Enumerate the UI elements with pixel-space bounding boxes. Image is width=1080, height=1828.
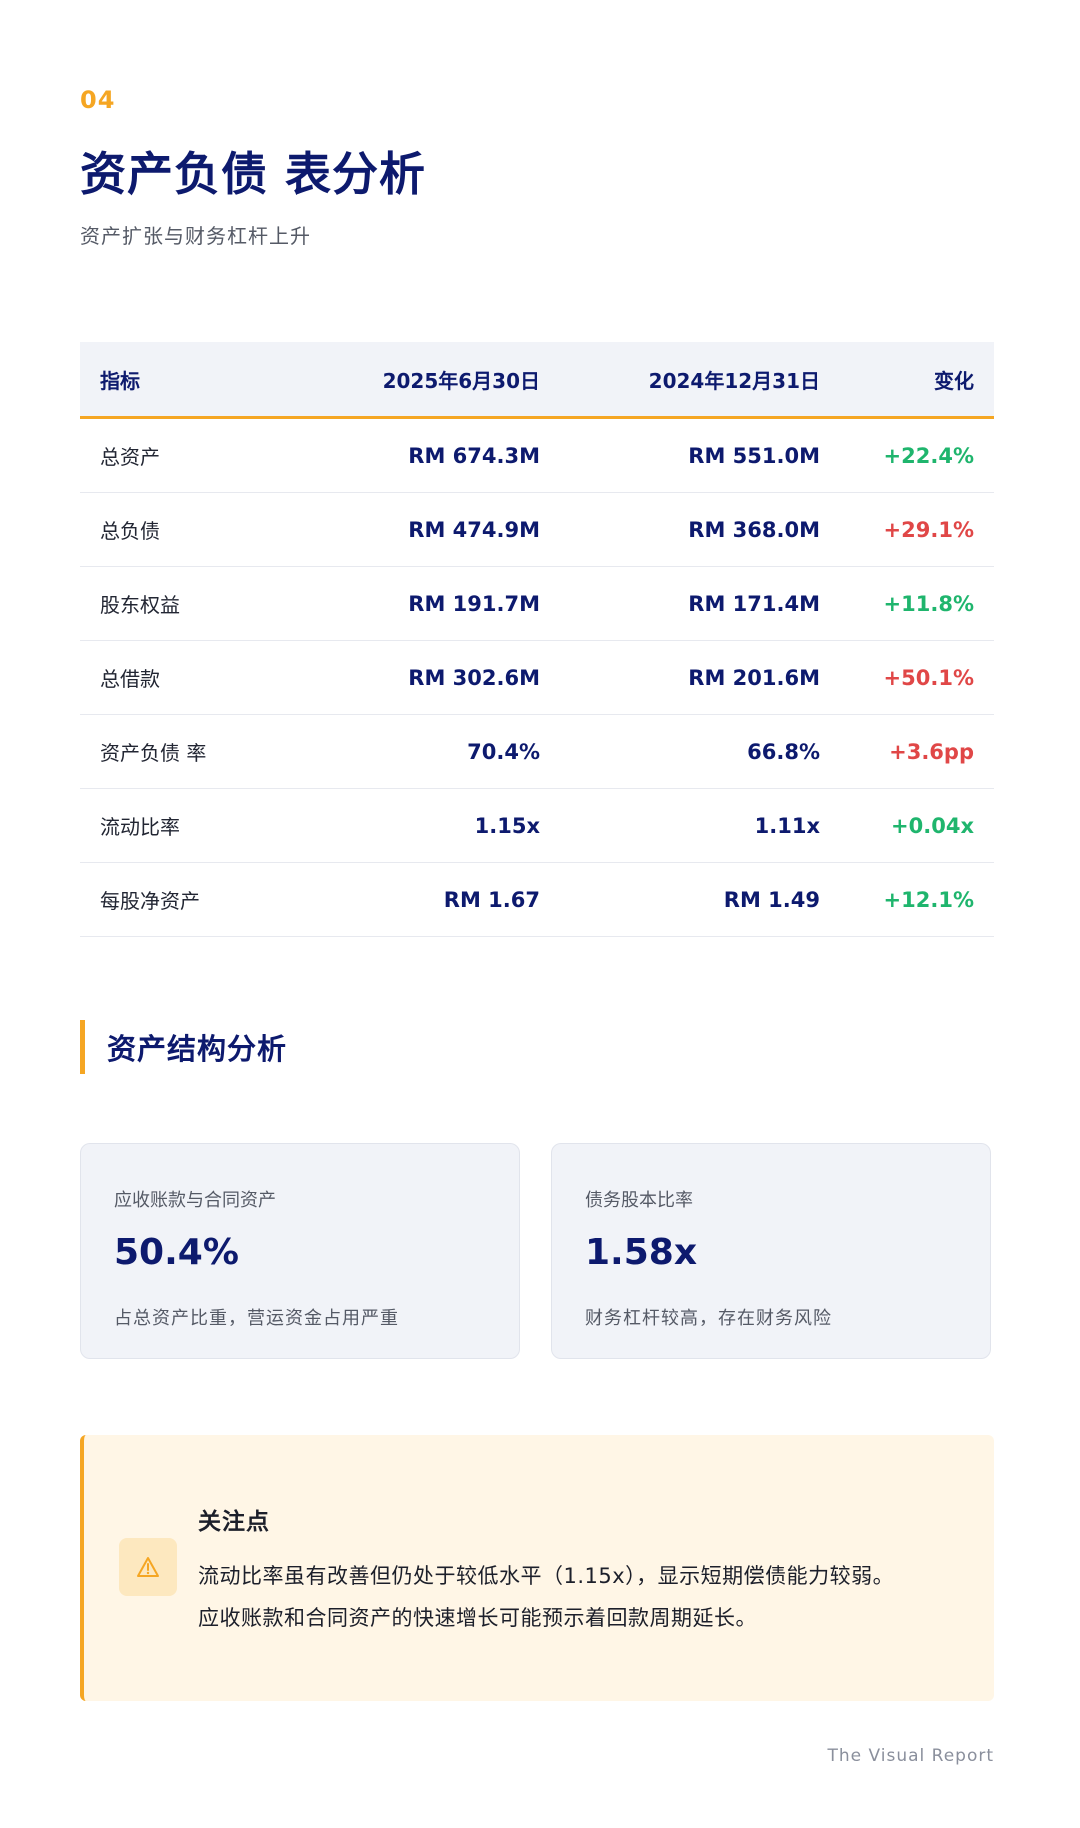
row-label: 资产负债 率 xyxy=(100,741,207,765)
previous-value: RM 551.0M xyxy=(688,443,820,468)
previous-value: RM 201.6M xyxy=(688,665,820,690)
card-note: 财务杠杆较高，存在财务风险 xyxy=(585,1308,832,1329)
previous-value: 1.11x xyxy=(754,813,820,838)
metric-card-debt-equity: 债务股本比率 1.58x 财务杠杆较高，存在财务风险 xyxy=(551,1143,991,1359)
row-label: 流动比率 xyxy=(100,815,180,839)
change-value: +3.6pp xyxy=(889,739,974,764)
attention-callout: 关注点 流动比率虽有改善但仍处于较低水平（1.15x），显示短期偿债能力较弱。 … xyxy=(80,1435,994,1701)
page-subtitle: 资产扩张与财务杠杆上升 xyxy=(80,224,311,248)
card-label: 应收账款与合同资产 xyxy=(114,1190,276,1211)
row-label: 总负债 xyxy=(100,519,160,543)
column-header-previous: 2024年12月31日 xyxy=(648,368,820,393)
callout-line: 应收账款和合同资产的快速增长可能预示着回款周期延长。 xyxy=(198,1606,757,1630)
callout-title: 关注点 xyxy=(198,1509,270,1535)
current-value: RM 1.67 xyxy=(443,887,540,912)
table-row: 每股净资产 RM 1.67 RM 1.49 +12.1% xyxy=(80,863,994,937)
card-value: 50.4% xyxy=(114,1232,239,1273)
table-row: 总负债 RM 474.9M RM 368.0M +29.1% xyxy=(80,493,994,567)
page-title: 资产负债 表分析 xyxy=(80,147,427,201)
previous-value: 66.8% xyxy=(747,739,820,764)
column-header-change: 变化 xyxy=(934,368,974,393)
current-value: RM 191.7M xyxy=(408,591,540,616)
change-value: +11.8% xyxy=(883,591,974,616)
table-row: 流动比率 1.15x 1.11x +0.04x xyxy=(80,789,994,863)
callout-body: 流动比率虽有改善但仍处于较低水平（1.15x），显示短期偿债能力较弱。 应收账款… xyxy=(198,1555,958,1639)
previous-value: RM 1.49 xyxy=(723,887,820,912)
column-header-metric: 指标 xyxy=(100,368,140,393)
current-value: RM 674.3M xyxy=(408,443,540,468)
current-value: 1.15x xyxy=(474,813,540,838)
row-label: 总资产 xyxy=(100,445,160,469)
table-row: 资产负债 率 70.4% 66.8% +3.6pp xyxy=(80,715,994,789)
card-note: 占总资产比重，营运资金占用严重 xyxy=(114,1308,399,1329)
card-value: 1.58x xyxy=(585,1232,698,1273)
table-row: 股东权益 RM 191.7M RM 171.4M +11.8% xyxy=(80,567,994,641)
change-value: +29.1% xyxy=(883,517,974,542)
section-number: 04 xyxy=(80,86,116,114)
change-value: +22.4% xyxy=(883,443,974,468)
column-header-current: 2025年6月30日 xyxy=(382,368,540,393)
table-header-row: 指标 2025年6月30日 2024年12月31日 变化 xyxy=(80,342,994,419)
card-label: 债务股本比率 xyxy=(585,1190,693,1211)
change-value: +12.1% xyxy=(883,887,974,912)
table-row: 总借款 RM 302.6M RM 201.6M +50.1% xyxy=(80,641,994,715)
row-label: 总借款 xyxy=(100,667,160,691)
change-value: +50.1% xyxy=(883,665,974,690)
warning-icon xyxy=(119,1538,177,1596)
footer-brand: The Visual Report xyxy=(827,1746,994,1766)
callout-line: 流动比率虽有改善但仍处于较低水平（1.15x），显示短期偿债能力较弱。 xyxy=(198,1564,895,1588)
previous-value: RM 171.4M xyxy=(688,591,820,616)
current-value: RM 302.6M xyxy=(408,665,540,690)
table-row: 总资产 RM 674.3M RM 551.0M +22.4% xyxy=(80,419,994,493)
change-value: +0.04x xyxy=(891,813,974,838)
current-value: RM 474.9M xyxy=(408,517,540,542)
row-label: 股东权益 xyxy=(100,593,180,617)
balance-sheet-table: 指标 2025年6月30日 2024年12月31日 变化 总资产 RM 674.… xyxy=(80,342,994,937)
metric-card-receivables: 应收账款与合同资产 50.4% 占总资产比重，营运资金占用严重 xyxy=(80,1143,520,1359)
row-label: 每股净资产 xyxy=(100,889,200,913)
previous-value: RM 368.0M xyxy=(688,517,820,542)
current-value: 70.4% xyxy=(467,739,540,764)
section-heading: 资产结构分析 xyxy=(80,1020,287,1074)
